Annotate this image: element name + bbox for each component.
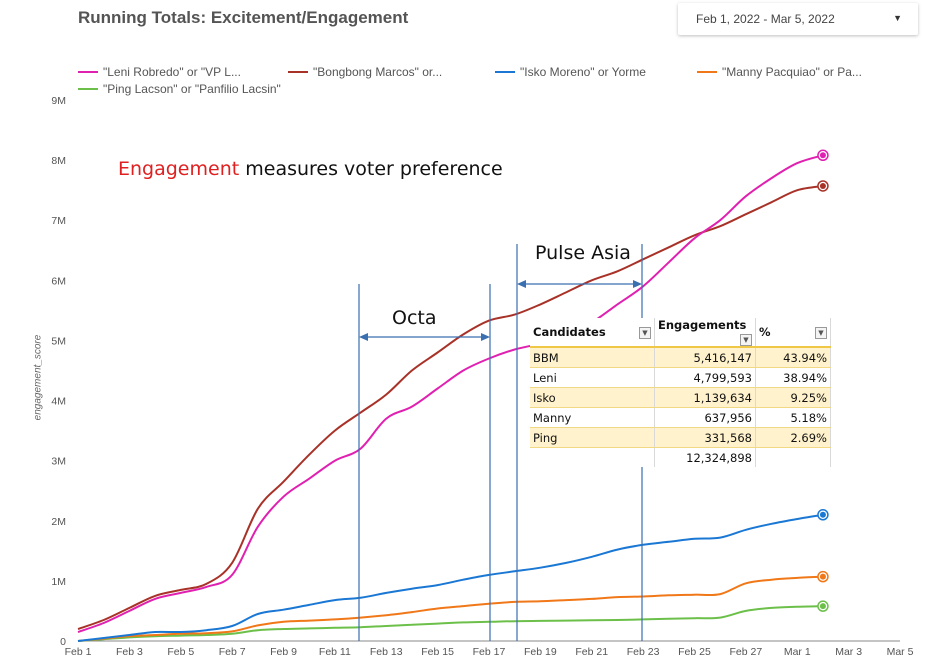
table-row: Leni 4,799,593 38.94% (530, 367, 831, 388)
series-endpoint-dot (819, 152, 826, 159)
y-tick-label: 3M (51, 456, 66, 468)
octa-annotation: Octa (392, 307, 437, 329)
legend-label: "Ping Lacson" or "Panfilio Lacsin" (103, 82, 281, 96)
total-engagements: 12,324,898 (654, 447, 756, 467)
chart-legend: "Leni Robredo" or "VP L... "Bongbong Marc… (78, 65, 862, 96)
x-tick-label: Feb 13 (370, 646, 403, 658)
x-tick-label: Feb 1 (65, 646, 92, 658)
series-lines (77, 154, 824, 642)
series-endpoint-dot (819, 573, 826, 580)
candidate-percent: 5.18% (755, 407, 831, 428)
header-label: Candidates (533, 325, 606, 339)
engagement-rest: measures voter preference (239, 158, 503, 180)
candidate-percent: 9.25% (755, 387, 831, 408)
table-total-row: 12,324,898 (530, 447, 831, 467)
legend-label: "Manny Pacquiao" or Pa... (722, 65, 862, 79)
y-tick-label: 1M (51, 576, 66, 588)
pulse-asia-annotation: Pulse Asia (535, 242, 631, 264)
series-line (77, 513, 824, 642)
table-row: BBM 5,416,147 43.94% (530, 347, 831, 368)
candidate-engagements: 5,416,147 (654, 347, 756, 368)
header-label: Engagements (658, 318, 747, 332)
y-tick-label: 7M (51, 215, 66, 227)
x-tick-label: Mar 1 (784, 646, 811, 658)
y-tick-label: 5M (51, 335, 66, 347)
x-tick-label: Feb 3 (116, 646, 143, 658)
y-tick-label: 0 (60, 636, 66, 648)
series-line (77, 154, 824, 633)
candidate-percent: 38.94% (755, 367, 831, 388)
x-tick-label: Feb 17 (473, 646, 506, 658)
candidate-percent: 2.69% (755, 427, 831, 448)
series-endpoint-dot (819, 603, 826, 610)
total-percent (755, 447, 831, 467)
date-range-picker[interactable]: Feb 1, 2022 - Mar 5, 2022 ▼ (678, 3, 918, 35)
legend-label: "Isko Moreno" or Yorme (520, 65, 646, 79)
y-tick-label: 9M (51, 95, 66, 107)
y-tick-label: 6M (51, 275, 66, 287)
table-row: Isko 1,139,634 9.25% (530, 387, 831, 408)
y-tick-label: 4M (51, 396, 66, 408)
x-tick-label: Feb 11 (319, 646, 351, 658)
x-tick-label: Feb 15 (421, 646, 454, 658)
candidate-engagements: 637,956 (654, 407, 756, 428)
filter-dropdown-icon[interactable]: ▼ (740, 334, 752, 346)
candidate-name: BBM (530, 347, 655, 368)
x-tick-label: Feb 25 (678, 646, 711, 658)
series-endpoints (817, 149, 829, 612)
table-header-engagements[interactable]: Engagements ▼ (654, 318, 756, 348)
x-axis-ticks: Feb 1 Feb 3 Feb 5 Feb 7 Feb 9 Feb 11 Feb 13 Feb… (65, 646, 914, 658)
x-tick-label: Mar 5 (887, 646, 914, 658)
total-label (530, 447, 655, 467)
table-row: Ping 331,568 2.69% (530, 427, 831, 448)
table-row: Manny 637,956 5.18% (530, 407, 831, 428)
x-tick-label: Feb 7 (219, 646, 246, 658)
candidate-name: Ping (530, 427, 655, 448)
annotation-lines (358, 244, 643, 641)
y-axis-ticks: 0 1M 2M 3M 4M 5M 6M 7M 8M 9M (51, 95, 66, 648)
series-line (77, 185, 824, 630)
engagement-word: Engagement (118, 158, 240, 180)
candidate-name: Leni (530, 367, 655, 388)
chart-title: Running Totals: Excitement/Engagement (78, 8, 409, 27)
dropdown-arrow-icon[interactable]: ▼ (893, 13, 902, 23)
engagements-table: Candidates ▼ Engagements ▼ % ▼ BBM 5,416,14… (530, 318, 831, 467)
filter-dropdown-icon[interactable]: ▼ (815, 327, 827, 339)
series-endpoint-dot (819, 182, 826, 189)
x-tick-label: Feb 19 (524, 646, 557, 658)
candidate-name: Isko (530, 387, 655, 408)
legend-label: "Leni Robredo" or "VP L... (103, 65, 241, 79)
y-tick-label: 8M (51, 155, 66, 167)
table-header-percent[interactable]: % ▼ (755, 318, 831, 348)
series-line (77, 605, 823, 642)
x-tick-label: Feb 9 (270, 646, 297, 658)
engagement-annotation: Engagement measures voter preference (118, 158, 503, 180)
candidate-engagements: 4,799,593 (654, 367, 756, 388)
candidate-name: Manny (530, 407, 655, 428)
x-tick-label: Mar 3 (835, 646, 862, 658)
y-tick-label: 2M (51, 516, 66, 528)
candidate-percent: 43.94% (755, 347, 831, 368)
candidate-engagements: 1,139,634 (654, 387, 756, 408)
series-line (77, 575, 823, 642)
x-tick-label: Feb 27 (730, 646, 763, 658)
x-tick-label: Feb 5 (167, 646, 194, 658)
header-label: % (759, 325, 771, 339)
filter-dropdown-icon[interactable]: ▼ (639, 327, 651, 339)
table-header-candidates[interactable]: Candidates ▼ (530, 318, 655, 348)
x-tick-label: Feb 21 (575, 646, 608, 658)
candidate-engagements: 331,568 (654, 427, 756, 448)
series-endpoint-dot (819, 511, 826, 518)
legend-label: "Bongbong Marcos" or... (313, 65, 442, 79)
date-range-value: Feb 1, 2022 - Mar 5, 2022 (696, 12, 835, 26)
x-tick-label: Feb 23 (627, 646, 660, 658)
